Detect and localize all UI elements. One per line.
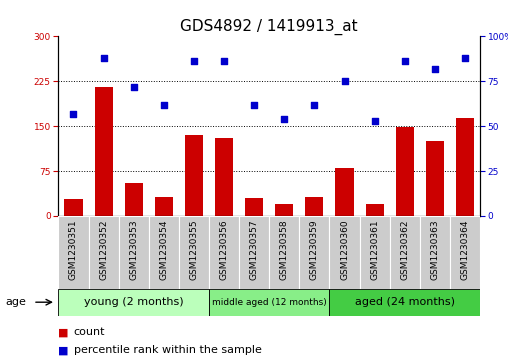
- Point: [250, 102, 258, 107]
- Text: age: age: [5, 297, 26, 307]
- Bar: [209, 289, 330, 316]
- Point: [130, 84, 138, 90]
- Bar: [185, 135, 203, 216]
- Text: GSM1230355: GSM1230355: [189, 220, 199, 280]
- Text: GSM1230362: GSM1230362: [400, 220, 409, 280]
- Text: GSM1230361: GSM1230361: [370, 220, 379, 280]
- Point: [280, 116, 289, 122]
- Point: [70, 111, 78, 117]
- Text: GSM1230363: GSM1230363: [430, 220, 439, 280]
- Bar: [426, 141, 444, 216]
- Text: middle aged (12 months): middle aged (12 months): [212, 298, 327, 307]
- Point: [401, 58, 409, 64]
- Text: young (2 months): young (2 months): [84, 297, 183, 307]
- Bar: [245, 198, 263, 216]
- Title: GDS4892 / 1419913_at: GDS4892 / 1419913_at: [180, 19, 358, 35]
- Text: percentile rank within the sample: percentile rank within the sample: [74, 345, 262, 355]
- Bar: [456, 118, 474, 216]
- Bar: [299, 216, 330, 289]
- Bar: [239, 216, 269, 289]
- Point: [190, 58, 198, 64]
- Bar: [65, 199, 82, 216]
- Text: GSM1230353: GSM1230353: [129, 220, 138, 280]
- Text: ■: ■: [58, 345, 69, 355]
- Bar: [149, 216, 179, 289]
- Text: GSM1230364: GSM1230364: [460, 220, 469, 280]
- Text: GSM1230357: GSM1230357: [249, 220, 259, 280]
- Bar: [58, 289, 209, 316]
- Bar: [124, 183, 143, 216]
- Bar: [360, 216, 390, 289]
- Text: GSM1230360: GSM1230360: [340, 220, 349, 280]
- Text: GSM1230352: GSM1230352: [99, 220, 108, 280]
- Point: [160, 102, 168, 107]
- Point: [100, 55, 108, 61]
- Bar: [88, 216, 119, 289]
- Bar: [269, 216, 299, 289]
- Point: [310, 102, 319, 107]
- Bar: [450, 216, 480, 289]
- Point: [431, 66, 439, 72]
- Point: [461, 55, 469, 61]
- Text: aged (24 months): aged (24 months): [355, 297, 455, 307]
- Bar: [330, 289, 480, 316]
- Bar: [366, 204, 384, 216]
- Bar: [330, 216, 360, 289]
- Text: GSM1230359: GSM1230359: [310, 220, 319, 280]
- Bar: [305, 197, 324, 216]
- Bar: [396, 127, 414, 216]
- Point: [370, 118, 378, 124]
- Bar: [94, 87, 113, 216]
- Bar: [420, 216, 450, 289]
- Bar: [390, 216, 420, 289]
- Bar: [275, 204, 293, 216]
- Text: GSM1230354: GSM1230354: [160, 220, 168, 280]
- Bar: [335, 168, 354, 216]
- Point: [220, 58, 228, 64]
- Text: GSM1230356: GSM1230356: [219, 220, 229, 280]
- Bar: [215, 138, 233, 216]
- Bar: [58, 216, 88, 289]
- Bar: [155, 197, 173, 216]
- Text: ■: ■: [58, 327, 69, 337]
- Bar: [119, 216, 149, 289]
- Bar: [209, 216, 239, 289]
- Point: [340, 78, 348, 84]
- Text: count: count: [74, 327, 105, 337]
- Bar: [179, 216, 209, 289]
- Text: GSM1230351: GSM1230351: [69, 220, 78, 280]
- Text: GSM1230358: GSM1230358: [280, 220, 289, 280]
